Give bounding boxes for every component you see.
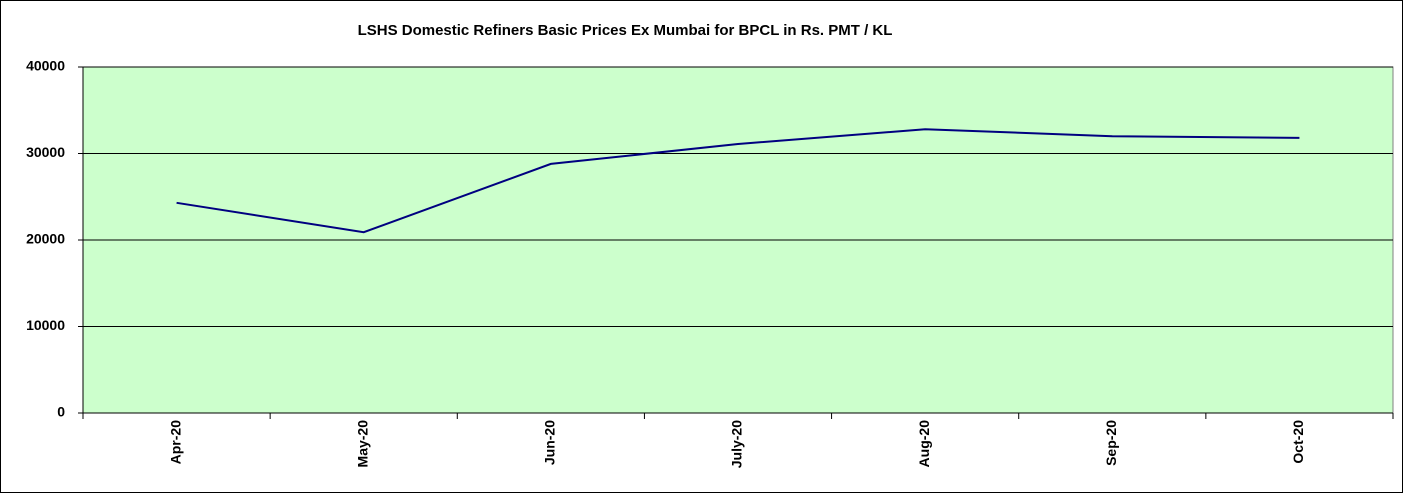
y-tick-label: 40000 bbox=[26, 58, 65, 74]
x-tick-label: Jun-20 bbox=[542, 420, 558, 465]
y-tick-label: 30000 bbox=[26, 144, 65, 160]
y-tick-label: 0 bbox=[57, 404, 65, 420]
x-tick-label: Apr-20 bbox=[167, 420, 183, 465]
data-line bbox=[176, 128, 1300, 234]
x-tick-label: Oct-20 bbox=[1290, 420, 1306, 464]
x-tick-label: Sep-20 bbox=[1103, 420, 1119, 466]
x-tick-label: July-20 bbox=[729, 420, 745, 468]
y-tick-label: 10000 bbox=[26, 317, 65, 333]
chart-title: LSHS Domestic Refiners Basic Prices Ex M… bbox=[358, 22, 893, 39]
x-tick-label: Aug-20 bbox=[916, 420, 932, 468]
x-tick-label: May-20 bbox=[354, 420, 370, 468]
y-tick-label: 20000 bbox=[26, 231, 65, 247]
